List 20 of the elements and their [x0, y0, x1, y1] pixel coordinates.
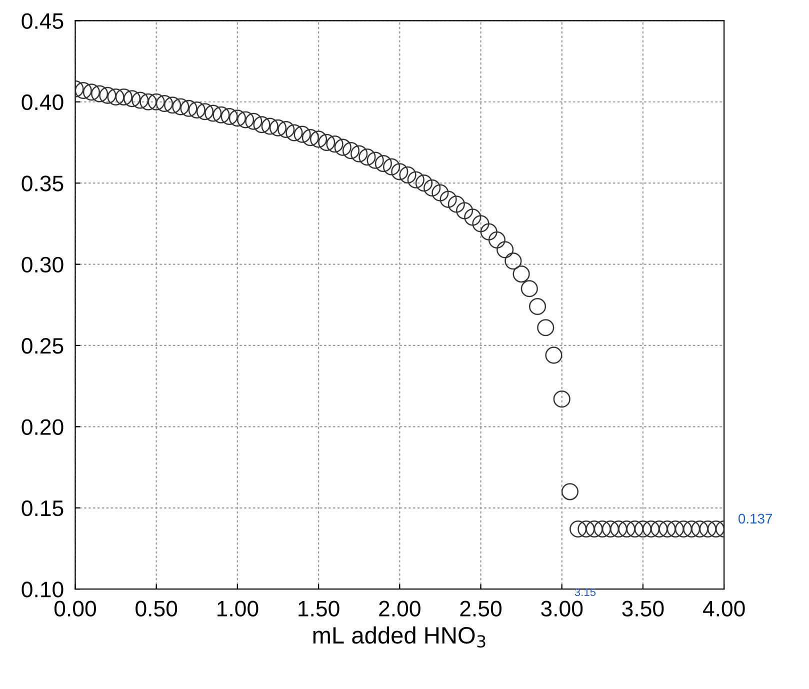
x-tick-label: 3.50 [622, 600, 664, 617]
x-tick-label: 2.00 [379, 600, 420, 617]
x-axis-title: mL added HNO$_{3}$ [313, 626, 486, 648]
y-tick-label: 0.10 [22, 582, 64, 598]
annotation: 3.15 [574, 588, 596, 596]
annotation: 0.137 [738, 514, 772, 524]
y-tick-label: 0.20 [22, 419, 64, 435]
x-tick-label: 0.50 [136, 600, 178, 617]
x-tick-label: 2.50 [460, 600, 502, 617]
y-tick-label: 0.45 [22, 13, 64, 29]
x-tick-label: 1.00 [218, 600, 258, 617]
x-tick-label: 0.00 [54, 600, 96, 617]
y-tick-label: 0.30 [22, 256, 64, 273]
y-tick-label: 0.40 [22, 94, 64, 110]
y-tick-label: 0.15 [22, 500, 64, 516]
y-tick-label: 0.35 [22, 176, 64, 192]
x-tick-label: 4.00 [702, 600, 745, 617]
y-tick-label: 0.25 [22, 338, 64, 354]
x-tick-label: 1.50 [298, 600, 340, 617]
x-tick-label: 3.00 [541, 600, 583, 617]
